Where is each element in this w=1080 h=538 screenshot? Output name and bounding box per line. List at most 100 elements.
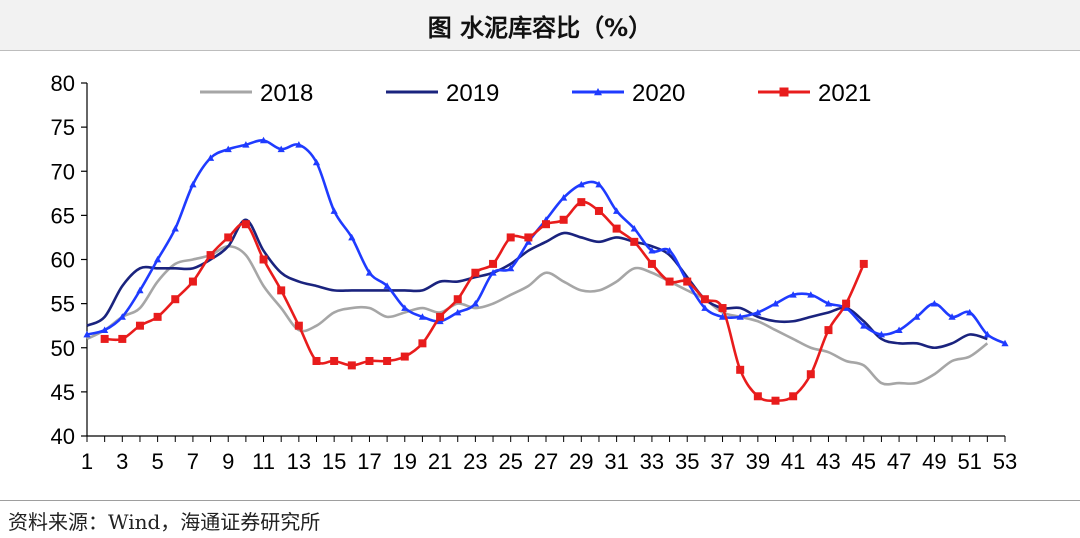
x-tick-label: 35 [675,449,699,474]
data-point-2020 [860,322,868,329]
data-point-2021 [330,356,339,365]
data-point-2021 [506,233,515,242]
data-point-2020 [789,291,797,298]
x-tick-label: 19 [393,449,417,474]
source-note: 资料来源：Wind，海通证券研究所 [8,510,321,534]
data-point-2021 [471,268,480,277]
data-point-2020 [83,330,91,338]
x-tick-label: 37 [710,449,734,474]
x-tick-label: 13 [287,449,311,474]
data-point-2021 [118,334,127,343]
data-point-2020 [948,313,956,320]
series-line-2021 [104,200,865,403]
series-line-2019 [86,218,988,350]
y-tick-label: 60 [51,248,75,273]
x-tick-label: 39 [746,449,770,474]
data-point-2020 [189,180,197,188]
data-point-2020 [577,180,585,188]
title-bar: 图 水泥库容比（%） [0,0,1080,51]
data-point-2021 [542,220,550,229]
y-tick-label: 75 [51,115,75,140]
data-point-2021 [312,356,321,365]
data-point-2021 [400,352,409,361]
legend-label-2019: 2019 [446,80,499,107]
x-tick-label: 5 [151,449,163,474]
data-point-2020 [206,154,215,161]
data-point-2021 [577,198,586,207]
x-tick-label: 1 [81,449,93,474]
x-tick-label: 25 [498,449,522,474]
data-point-2020 [489,269,497,276]
data-point-2020 [842,304,850,311]
data-point-2020 [895,326,903,333]
legend-marker-2020 [594,88,602,96]
data-point-2020 [1001,339,1009,347]
x-tick-label: 41 [781,449,805,474]
data-point-2021 [259,255,268,264]
data-point-2020 [877,330,886,338]
x-tick-label: 43 [816,449,840,474]
data-point-2021 [206,251,215,260]
data-point-2020 [118,313,126,320]
x-tick-label: 9 [222,449,234,474]
data-point-2021 [630,237,639,246]
data-point-2021 [612,224,621,233]
data-point-2020 [966,308,974,316]
data-point-2020 [436,317,444,325]
x-tick-label: 7 [187,449,199,474]
y-tick-label: 45 [51,380,75,405]
data-point-2020 [471,300,479,307]
data-point-2020 [736,313,744,320]
data-point-2021 [453,295,462,304]
x-tick-label: 27 [534,449,558,474]
data-point-2020 [771,300,780,307]
data-point-2021 [277,286,286,295]
x-tick-label: 33 [640,449,664,474]
data-point-2021 [100,334,109,343]
x-tick-label: 31 [604,449,628,474]
y-tick-label: 65 [51,203,75,228]
data-point-2021 [135,321,144,330]
data-point-2020 [754,308,762,316]
data-point-2021 [753,392,762,401]
data-point-2020 [154,255,162,263]
data-point-2020 [824,300,833,307]
data-point-2020 [259,136,268,144]
legend-label-2018: 2018 [260,80,313,107]
data-point-2020 [224,145,232,153]
y-tick-label: 80 [51,71,75,96]
footer-divider [0,500,1080,501]
data-point-2020 [242,141,250,148]
x-tick-label: 17 [357,449,381,474]
y-tick-label: 40 [51,424,75,449]
data-point-2020 [171,225,179,232]
data-point-2021 [241,220,250,229]
x-tick-label: 21 [428,449,452,474]
data-point-2020 [560,194,568,201]
data-point-2021 [383,356,392,365]
x-tick-label: 49 [922,449,946,474]
data-point-2021 [789,392,798,401]
data-point-2020 [718,313,727,320]
data-point-2020 [524,238,532,245]
data-point-2020 [348,233,356,241]
data-point-2020 [401,304,409,311]
data-point-2021 [294,321,303,330]
legend-label-2020: 2020 [632,80,685,107]
series-line-2018 [86,244,989,386]
data-point-2020 [277,145,285,153]
data-point-2020 [101,326,109,333]
x-tick-label: 29 [569,449,593,474]
data-point-2020 [136,286,144,294]
data-point-2021 [824,326,833,335]
y-tick-label: 70 [51,159,75,184]
data-point-2020 [983,330,991,338]
data-point-2021 [718,304,727,313]
y-tick-label: 50 [51,336,75,361]
data-point-2020 [807,291,815,298]
data-point-2021 [594,206,603,215]
data-point-2020 [701,304,709,311]
data-point-2021 [224,233,233,242]
data-point-2021 [859,259,868,268]
